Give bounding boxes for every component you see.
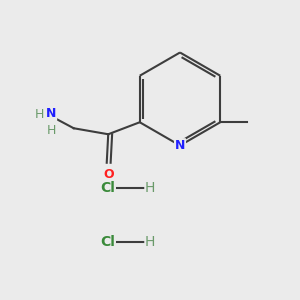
Text: H: H	[145, 235, 155, 248]
Text: Cl: Cl	[100, 235, 116, 248]
Text: H: H	[145, 181, 155, 194]
Text: N: N	[46, 107, 56, 120]
Text: N: N	[175, 139, 185, 152]
Text: H: H	[46, 124, 56, 137]
Text: H: H	[34, 108, 44, 121]
Text: O: O	[103, 168, 114, 181]
Text: Cl: Cl	[100, 181, 116, 194]
